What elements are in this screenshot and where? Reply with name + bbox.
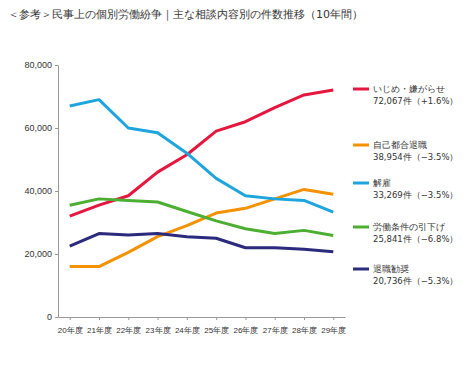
legend-note: 25,841件（−6.8%） bbox=[373, 234, 458, 244]
tick-label: 80,000 bbox=[24, 60, 52, 70]
tick-mark bbox=[216, 317, 217, 320]
legend-label: 自己都合退職 bbox=[373, 140, 427, 150]
legend-label: 解雇 bbox=[373, 178, 391, 188]
tick-mark bbox=[99, 317, 100, 320]
tick-mark bbox=[245, 317, 246, 320]
tick-label: 20年度 bbox=[58, 326, 83, 335]
x-tick: 20年度 bbox=[58, 317, 83, 335]
tick-label: 22年度 bbox=[116, 326, 141, 335]
legend-swatch bbox=[353, 268, 369, 271]
legend: いじめ・嫌がらせ 72,067件（+1.6%） 自己都合退職 38,954件（−3.5… bbox=[353, 84, 458, 286]
tick-label: 21年度 bbox=[87, 326, 112, 335]
y-tick: 80,000 bbox=[24, 60, 58, 70]
tick-mark bbox=[304, 317, 305, 320]
legend-swatch bbox=[353, 88, 369, 91]
legend-swatch bbox=[353, 226, 369, 229]
x-tick: 29年度 bbox=[321, 317, 346, 335]
tick-label: 20,000 bbox=[24, 249, 52, 259]
x-tick: 22年度 bbox=[116, 317, 141, 335]
legend-note: 33,269件（−3.5%） bbox=[373, 190, 458, 200]
x-axis: 20年度 21年度 22年度 23年度 24年度 25年度 26年度 27年度 28年度 29年度 bbox=[58, 317, 346, 335]
chart-root: ＜参考＞民事上の個別労働紛争｜主な相談内容別の件数推移（10年間） 0 20,000… bbox=[0, 0, 475, 367]
legend-item: 労働条件の引下げ 25,841件（−6.8%） bbox=[353, 222, 458, 244]
tick-mark bbox=[187, 317, 188, 320]
x-tick: 23年度 bbox=[146, 317, 171, 335]
y-axis: 0 20,000 40,000 60,000 80,000 bbox=[24, 60, 58, 322]
legend-item: 自己都合退職 38,954件（−3.5%） bbox=[353, 140, 458, 162]
series-line bbox=[70, 234, 334, 252]
legend-swatch bbox=[353, 144, 369, 147]
x-tick: 21年度 bbox=[87, 317, 112, 335]
x-tick: 26年度 bbox=[233, 317, 258, 335]
tick-label: 26年度 bbox=[233, 326, 258, 335]
tick-mark bbox=[333, 317, 334, 320]
axis-line bbox=[59, 317, 346, 318]
x-tick: 27年度 bbox=[263, 317, 288, 335]
tick-mark bbox=[55, 191, 58, 192]
x-tick: 25年度 bbox=[204, 317, 229, 335]
tick-mark bbox=[55, 317, 58, 318]
series-line bbox=[70, 90, 334, 216]
chart-title: ＜参考＞民事上の個別労働紛争｜主な相談内容別の件数推移（10年間） bbox=[8, 8, 363, 21]
tick-mark bbox=[55, 65, 58, 66]
tick-label: 24年度 bbox=[175, 326, 200, 335]
tick-label: 28年度 bbox=[292, 326, 317, 335]
tick-mark bbox=[158, 317, 159, 320]
legend-note: 38,954件（−3.5%） bbox=[373, 152, 458, 162]
y-tick: 40,000 bbox=[24, 186, 58, 196]
legend-note: 72,067件（+1.6%） bbox=[373, 96, 458, 106]
tick-mark bbox=[70, 317, 71, 320]
x-tick: 28年度 bbox=[292, 317, 317, 335]
tick-label: 29年度 bbox=[321, 326, 346, 335]
y-tick: 20,000 bbox=[24, 249, 58, 259]
plot: 0 20,000 40,000 60,000 80,000 20年度 21年度 22年度 23年… bbox=[24, 60, 346, 334]
tick-label: 0 bbox=[47, 312, 52, 322]
series-lines bbox=[70, 90, 334, 267]
legend-note: 20,736件（−5.3%） bbox=[373, 276, 458, 286]
legend-label: 退職勧奨 bbox=[373, 264, 409, 274]
series-line bbox=[70, 100, 334, 213]
tick-label: 40,000 bbox=[24, 186, 52, 196]
tick-mark bbox=[128, 317, 129, 320]
legend-item: 退職勧奨 20,736件（−5.3%） bbox=[353, 264, 458, 286]
x-tick: 24年度 bbox=[175, 317, 200, 335]
y-tick: 60,000 bbox=[24, 123, 58, 133]
tick-mark bbox=[275, 317, 276, 320]
axis-line bbox=[58, 66, 59, 318]
tick-mark bbox=[55, 128, 58, 129]
legend-label: いじめ・嫌がらせ bbox=[373, 84, 445, 94]
tick-mark bbox=[55, 254, 58, 255]
series-line bbox=[70, 199, 334, 236]
legend-label: 労働条件の引下げ bbox=[373, 222, 446, 232]
legend-item: 解雇 33,269件（−3.5%） bbox=[353, 178, 458, 200]
tick-label: 60,000 bbox=[24, 123, 52, 133]
y-tick: 0 bbox=[47, 312, 58, 322]
legend-swatch bbox=[353, 182, 369, 185]
tick-label: 27年度 bbox=[263, 326, 288, 335]
tick-label: 25年度 bbox=[204, 326, 229, 335]
tick-label: 23年度 bbox=[146, 326, 171, 335]
legend-item: いじめ・嫌がらせ 72,067件（+1.6%） bbox=[353, 84, 458, 106]
